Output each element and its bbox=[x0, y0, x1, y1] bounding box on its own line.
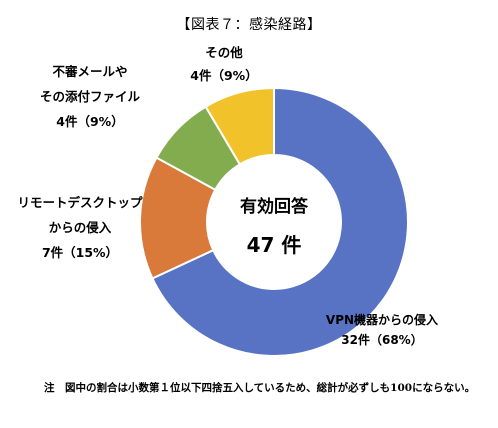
footnote: 注 図中の割合は小数第１位以下四捨五入しているため、総計が必ずしも100にならな… bbox=[44, 382, 476, 394]
slice-label-1-line-1: からの侵入 bbox=[49, 220, 112, 235]
slice-label-3: その他 4件（9%） bbox=[190, 45, 257, 83]
slice-label-3-line-1: 4件（9%） bbox=[190, 68, 257, 83]
slice-3 bbox=[204, 86, 275, 166]
slices-group bbox=[139, 86, 409, 357]
slice-label-3-line-0: その他 bbox=[205, 45, 243, 60]
slice-label-1-line-2: 7件（15%） bbox=[42, 245, 118, 260]
slice-label-1-line-0: リモートデスクトップ bbox=[17, 195, 143, 210]
center-value: 47 件 bbox=[247, 233, 302, 257]
center-title: 有効回答 bbox=[240, 196, 309, 217]
chart-title: 【図表７：感染経路】 bbox=[176, 17, 322, 33]
slice-label-0-line-0: VPN機器からの侵入 bbox=[326, 312, 438, 327]
slice-label-0: VPN機器からの侵入 32件（68%） bbox=[326, 312, 438, 347]
slice-label-2-line-0: 不審メールや bbox=[52, 64, 127, 79]
slice-label-0-line-1: 32件（68%） bbox=[341, 332, 422, 347]
slice-label-2-line-1: その添付ファイル bbox=[40, 89, 141, 104]
slice-0 bbox=[151, 86, 409, 357]
center-group: 有効回答 47 件 bbox=[240, 196, 309, 257]
slice-label-2-line-2: 4件（9%） bbox=[56, 114, 123, 129]
